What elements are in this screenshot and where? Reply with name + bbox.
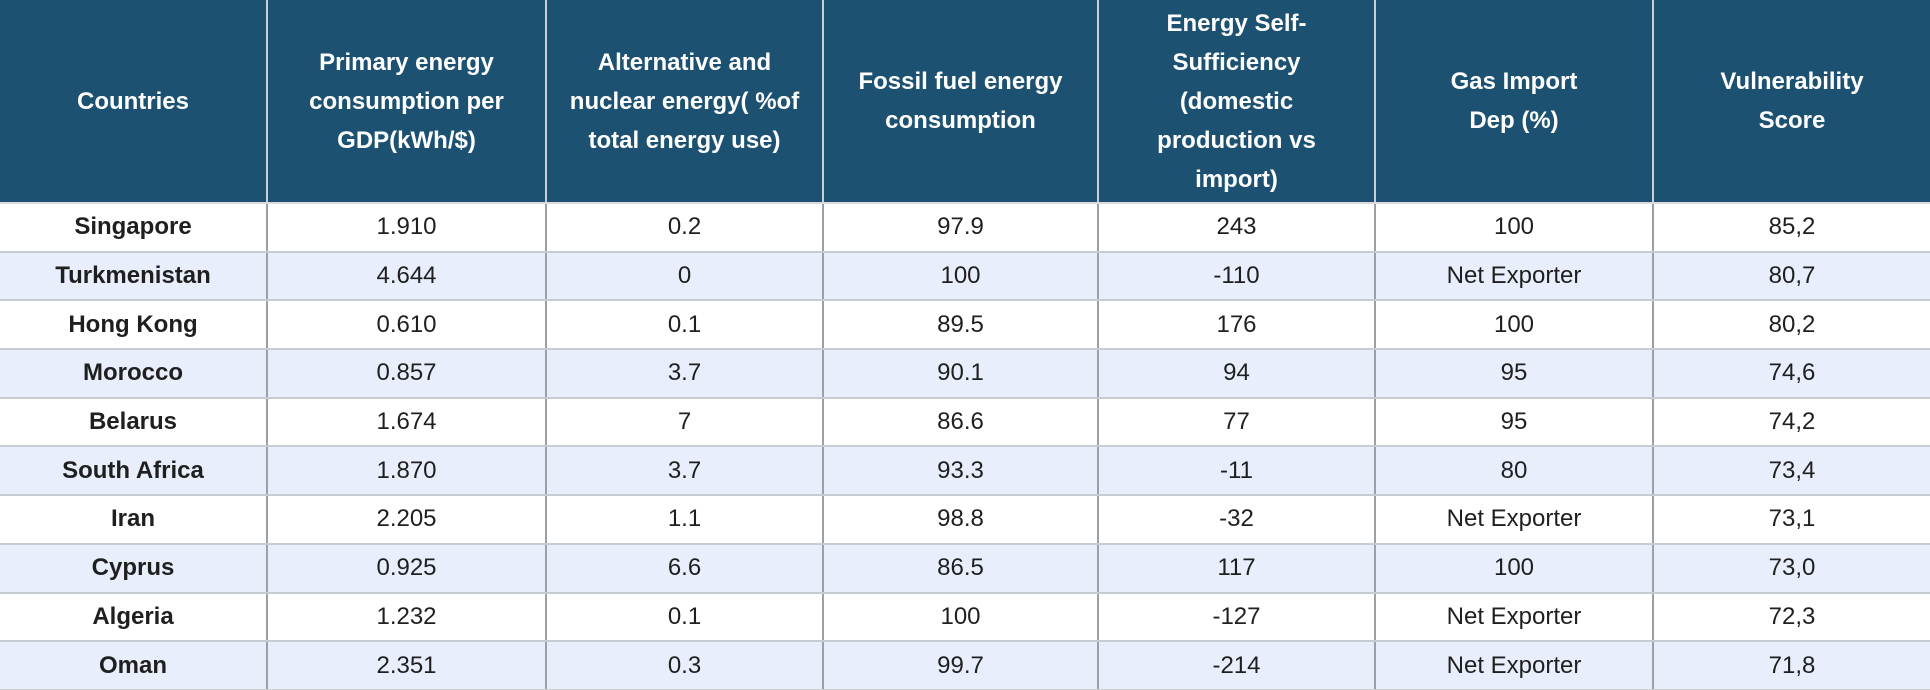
value-cell: Net Exporter bbox=[1375, 592, 1654, 643]
column-header: Energy Self- Sufficiency (domestic produ… bbox=[1098, 0, 1376, 204]
column-header: Gas Import Dep (%) bbox=[1375, 0, 1654, 204]
value-cell: 0.1 bbox=[546, 592, 824, 643]
value-cell: 95 bbox=[1375, 349, 1654, 399]
column-header: Fossil fuel energy consumption bbox=[823, 0, 1099, 204]
value-cell: 97.9 bbox=[823, 203, 1099, 253]
country-cell: Singapore bbox=[0, 203, 268, 253]
value-cell: 1.870 bbox=[267, 446, 547, 497]
value-cell: -214 bbox=[1098, 641, 1376, 690]
value-cell: Net Exporter bbox=[1375, 251, 1654, 302]
column-header: Alternative and nuclear energy( %of tota… bbox=[546, 0, 824, 204]
value-cell: 243 bbox=[1098, 203, 1376, 253]
value-cell: 1.1 bbox=[546, 495, 824, 545]
country-cell: Algeria bbox=[0, 592, 268, 643]
value-cell: 73,1 bbox=[1653, 495, 1930, 545]
value-cell: 0.3 bbox=[546, 641, 824, 690]
value-cell: 6.6 bbox=[546, 543, 824, 594]
table-row: Morocco 0.857 3.7 90.1 94 95 74,6 bbox=[0, 349, 1930, 399]
value-cell: 72,3 bbox=[1653, 592, 1930, 643]
value-cell: 100 bbox=[823, 592, 1099, 643]
table-row: Singapore 1.910 0.2 97.9 243 100 85,2 bbox=[0, 203, 1930, 253]
country-cell: Hong Kong bbox=[0, 300, 268, 351]
column-header: Countries bbox=[0, 0, 268, 204]
value-cell: 100 bbox=[1375, 543, 1654, 594]
value-cell: 100 bbox=[823, 251, 1099, 302]
value-cell: 94 bbox=[1098, 349, 1376, 399]
value-cell: 7 bbox=[546, 397, 824, 448]
header-row: Countries Primary energy consumption per … bbox=[0, 0, 1930, 204]
value-cell: 71,8 bbox=[1653, 641, 1930, 690]
country-cell: Iran bbox=[0, 495, 268, 545]
value-cell: 0 bbox=[546, 251, 824, 302]
value-cell: 89.5 bbox=[823, 300, 1099, 351]
country-cell: Morocco bbox=[0, 349, 268, 399]
table-row: Cyprus 0.925 6.6 86.5 117 100 73,0 bbox=[0, 543, 1930, 594]
value-cell: 90.1 bbox=[823, 349, 1099, 399]
value-cell: 100 bbox=[1375, 300, 1654, 351]
value-cell: 2.205 bbox=[267, 495, 547, 545]
value-cell: 98.8 bbox=[823, 495, 1099, 545]
table-row: Belarus 1.674 7 86.6 77 95 74,2 bbox=[0, 397, 1930, 448]
value-cell: 0.925 bbox=[267, 543, 547, 594]
value-cell: 2.351 bbox=[267, 641, 547, 690]
value-cell: 4.644 bbox=[267, 251, 547, 302]
value-cell: -127 bbox=[1098, 592, 1376, 643]
value-cell: 80,7 bbox=[1653, 251, 1930, 302]
value-cell: 176 bbox=[1098, 300, 1376, 351]
value-cell: -32 bbox=[1098, 495, 1376, 545]
value-cell: 3.7 bbox=[546, 349, 824, 399]
value-cell: 74,6 bbox=[1653, 349, 1930, 399]
country-cell: Oman bbox=[0, 641, 268, 690]
value-cell: 85,2 bbox=[1653, 203, 1930, 253]
value-cell: 80 bbox=[1375, 446, 1654, 497]
value-cell: 0.2 bbox=[546, 203, 824, 253]
value-cell: 0.610 bbox=[267, 300, 547, 351]
country-cell: Cyprus bbox=[0, 543, 268, 594]
value-cell: 74,2 bbox=[1653, 397, 1930, 448]
table-header: Countries Primary energy consumption per … bbox=[0, 0, 1930, 204]
table-row: Iran 2.205 1.1 98.8 -32 Net Exporter 73,1 bbox=[0, 495, 1930, 545]
value-cell: 99.7 bbox=[823, 641, 1099, 690]
value-cell: 86.5 bbox=[823, 543, 1099, 594]
column-header: Primary energy consumption per GDP(kWh/$… bbox=[267, 0, 547, 204]
table-row: Hong Kong 0.610 0.1 89.5 176 100 80,2 bbox=[0, 300, 1930, 351]
value-cell: Net Exporter bbox=[1375, 495, 1654, 545]
value-cell: 93.3 bbox=[823, 446, 1099, 497]
value-cell: 0.857 bbox=[267, 349, 547, 399]
value-cell: 73,4 bbox=[1653, 446, 1930, 497]
value-cell: 1.910 bbox=[267, 203, 547, 253]
value-cell: 95 bbox=[1375, 397, 1654, 448]
value-cell: 73,0 bbox=[1653, 543, 1930, 594]
value-cell: 117 bbox=[1098, 543, 1376, 594]
value-cell: 0.1 bbox=[546, 300, 824, 351]
table-row: South Africa 1.870 3.7 93.3 -11 80 73,4 bbox=[0, 446, 1930, 497]
table-row: Algeria 1.232 0.1 100 -127 Net Exporter 72,3 bbox=[0, 592, 1930, 643]
country-cell: Belarus bbox=[0, 397, 268, 448]
table-body: Singapore 1.910 0.2 97.9 243 100 85,2 Turkmenis… bbox=[0, 203, 1930, 690]
column-header: Vulnerability Score bbox=[1653, 0, 1930, 204]
country-cell: South Africa bbox=[0, 446, 268, 497]
value-cell: 86.6 bbox=[823, 397, 1099, 448]
value-cell: Net Exporter bbox=[1375, 641, 1654, 690]
value-cell: 80,2 bbox=[1653, 300, 1930, 351]
table-row: Turkmenistan 4.644 0 100 -110 Net Exporter 80,… bbox=[0, 251, 1930, 302]
value-cell: 1.232 bbox=[267, 592, 547, 643]
value-cell: 1.674 bbox=[267, 397, 547, 448]
value-cell: -11 bbox=[1098, 446, 1376, 497]
country-cell: Turkmenistan bbox=[0, 251, 268, 302]
value-cell: 100 bbox=[1375, 203, 1654, 253]
value-cell: 3.7 bbox=[546, 446, 824, 497]
value-cell: -110 bbox=[1098, 251, 1376, 302]
table-row: Oman 2.351 0.3 99.7 -214 Net Exporter 71,8 bbox=[0, 641, 1930, 690]
value-cell: 77 bbox=[1098, 397, 1376, 448]
